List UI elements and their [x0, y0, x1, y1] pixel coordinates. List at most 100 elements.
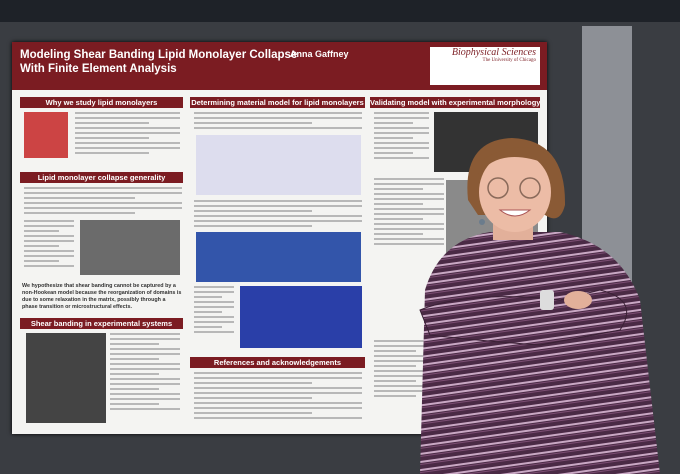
figure [80, 220, 180, 275]
text-line [75, 117, 180, 119]
section-heading: References and acknowledgements [190, 357, 365, 368]
text-line [194, 326, 222, 328]
text-line [110, 398, 180, 400]
bangs [478, 147, 550, 175]
text-line [194, 412, 312, 414]
text-line [374, 385, 434, 387]
text-line [110, 333, 180, 335]
text-line [24, 230, 59, 232]
logo-name: Biophysical Sciences [451, 47, 536, 58]
text-line [374, 340, 434, 342]
text-line [194, 417, 362, 419]
section-heading: Why we study lipid monolayers [20, 97, 183, 108]
text-line [110, 378, 180, 380]
text-line [194, 205, 362, 207]
figure [24, 112, 68, 158]
text-line [374, 345, 434, 347]
text-line [194, 210, 312, 212]
text-line [110, 353, 180, 355]
text-line [110, 403, 159, 405]
text-line [75, 147, 180, 149]
text-line [374, 395, 416, 397]
text-line [110, 338, 180, 340]
hand [564, 291, 592, 309]
text-line [194, 200, 362, 202]
section-heading: Determining material model for lipid mon… [190, 97, 365, 108]
poster-title: Modeling Shear Banding Lipid Monolayer C… [20, 49, 298, 75]
text-line [194, 387, 362, 389]
text-line [374, 375, 434, 377]
text-line [374, 355, 434, 357]
text-line [374, 183, 444, 185]
text-line [374, 147, 429, 149]
text-line [110, 373, 159, 375]
ceiling [0, 0, 680, 22]
text-line [194, 372, 362, 374]
text-line [24, 250, 74, 252]
text-line [194, 306, 234, 308]
text-line [194, 316, 234, 318]
text-line [110, 383, 180, 385]
text-line [24, 212, 135, 214]
text-line [194, 392, 362, 394]
text-line [374, 198, 444, 200]
logo-institution: The University of Chicago [482, 58, 536, 63]
text-line [374, 193, 444, 195]
watch [540, 290, 554, 310]
text-line [110, 388, 159, 390]
text-line [374, 228, 444, 230]
text-line [24, 240, 74, 242]
text-line [110, 393, 180, 395]
text-line [194, 112, 362, 114]
text-line [194, 291, 234, 293]
text-line [194, 397, 312, 399]
text-line [194, 127, 362, 129]
text-line [24, 220, 74, 222]
text-line [374, 370, 434, 372]
text-line [24, 207, 182, 209]
text-line [110, 368, 180, 370]
text-line [194, 382, 312, 384]
smile [498, 209, 532, 217]
text-line [374, 203, 423, 205]
text-line [110, 408, 180, 410]
text-line [374, 365, 416, 367]
face [479, 152, 551, 232]
text-line [374, 112, 429, 114]
text-line [194, 331, 234, 333]
poster-author: Anna Gaffney [290, 49, 349, 59]
text-line [110, 348, 180, 350]
text-line [75, 112, 180, 114]
text-line [194, 215, 362, 217]
text-line [194, 220, 362, 222]
text-line [110, 343, 159, 345]
text-line [194, 225, 312, 227]
text-line [194, 407, 362, 409]
text-line [194, 117, 362, 119]
glasses [519, 177, 541, 199]
text-line [75, 142, 180, 144]
hypothesis: We hypothesize that shear banding cannot… [22, 283, 182, 310]
text-line [374, 137, 413, 139]
text-line [374, 223, 444, 225]
text-line [374, 350, 416, 352]
text-line [24, 202, 182, 204]
text-line [194, 286, 234, 288]
text-line [374, 188, 423, 190]
section-heading: Lipid monolayer collapse generality [20, 172, 183, 183]
text-line [374, 117, 429, 119]
shirt [420, 232, 660, 474]
text-line [374, 390, 434, 392]
text-line [110, 363, 180, 365]
text-line [374, 233, 423, 235]
figure [26, 333, 106, 423]
figure [240, 286, 362, 348]
text-line [24, 245, 59, 247]
text-line [374, 142, 429, 144]
earring [479, 219, 485, 225]
text-line [194, 122, 312, 124]
text-line [75, 132, 180, 134]
text-line [194, 321, 234, 323]
